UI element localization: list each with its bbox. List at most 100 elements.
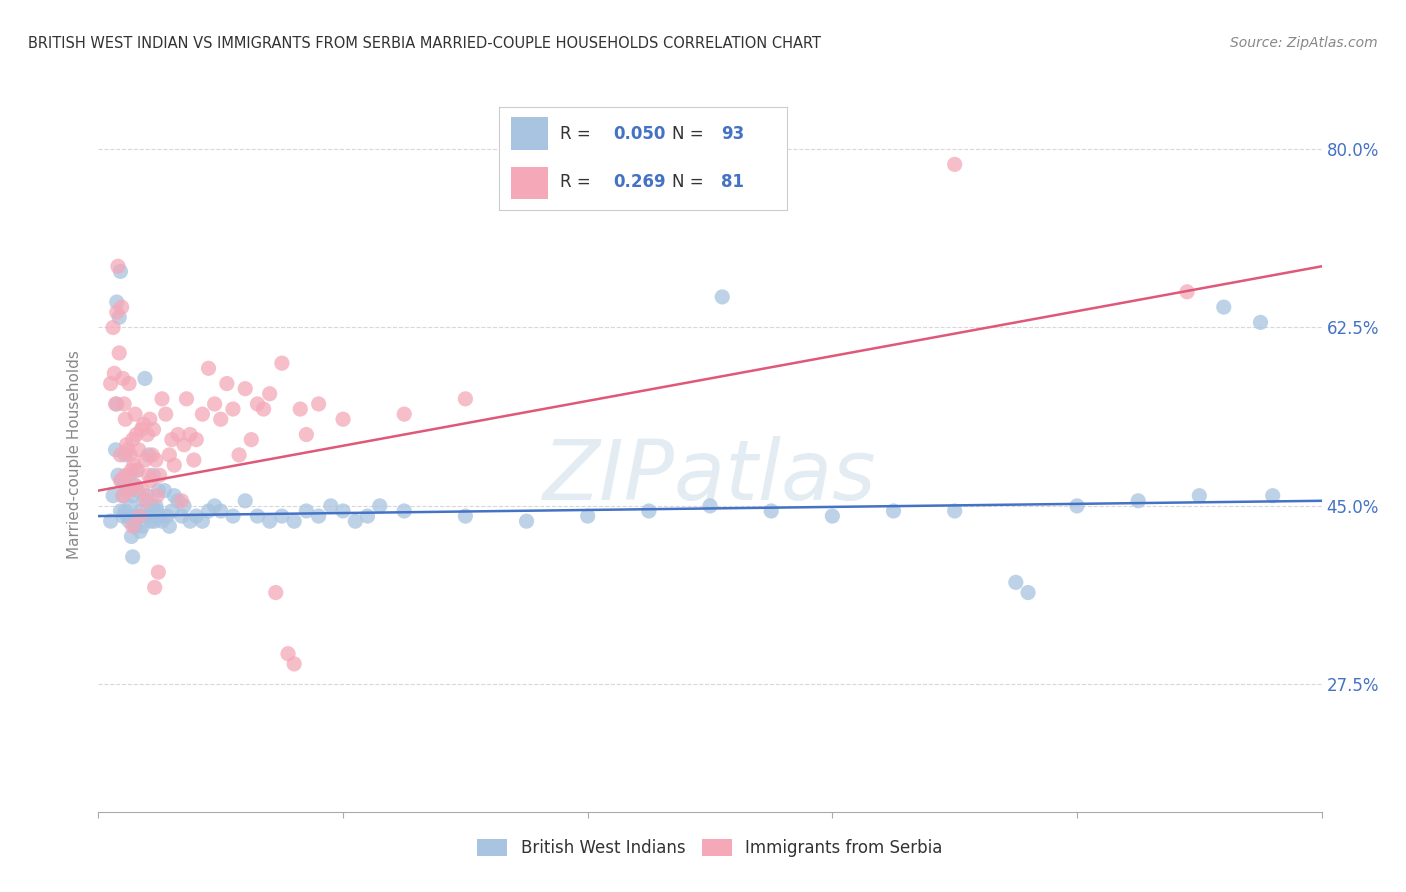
- Text: R =: R =: [560, 173, 596, 192]
- Point: [146, 489, 169, 503]
- Point: [124, 478, 146, 492]
- Point: [138, 468, 160, 483]
- Point: [148, 483, 170, 498]
- Point: [259, 386, 281, 401]
- Point: [142, 468, 165, 483]
- Point: [204, 397, 226, 411]
- Point: [135, 509, 157, 524]
- Point: [1017, 585, 1039, 599]
- Point: [149, 509, 172, 524]
- Point: [142, 422, 165, 436]
- Text: BRITISH WEST INDIAN VS IMMIGRANTS FROM SERBIA MARRIED-COUPLE HOUSEHOLDS CORRELAT: BRITISH WEST INDIAN VS IMMIGRANTS FROM S…: [28, 36, 821, 51]
- Point: [150, 514, 173, 528]
- Point: [127, 463, 149, 477]
- Point: [114, 504, 136, 518]
- Point: [118, 468, 141, 483]
- Point: [1188, 489, 1211, 503]
- Point: [143, 514, 166, 528]
- Point: [215, 376, 238, 391]
- Point: [163, 458, 186, 472]
- Point: [943, 157, 966, 171]
- Point: [150, 392, 173, 406]
- Point: [114, 448, 136, 462]
- Point: [138, 448, 160, 462]
- Point: [209, 412, 232, 426]
- Point: [114, 412, 136, 426]
- Point: [209, 504, 232, 518]
- Point: [122, 458, 145, 472]
- Point: [167, 493, 190, 508]
- Point: [344, 514, 367, 528]
- Point: [233, 493, 256, 508]
- Point: [139, 474, 162, 488]
- Point: [121, 549, 143, 564]
- Point: [176, 392, 198, 406]
- Point: [761, 504, 783, 518]
- Point: [332, 412, 354, 426]
- Point: [270, 356, 294, 370]
- Point: [264, 585, 287, 599]
- Point: [277, 647, 299, 661]
- Point: [131, 483, 153, 498]
- Point: [699, 499, 721, 513]
- Point: [129, 504, 152, 518]
- Legend: British West Indians, Immigrants from Serbia: British West Indians, Immigrants from Se…: [471, 832, 949, 864]
- Point: [392, 407, 416, 421]
- Point: [146, 504, 169, 518]
- Point: [111, 371, 134, 385]
- Point: [454, 509, 477, 524]
- Point: [115, 438, 138, 452]
- Text: R =: R =: [560, 125, 596, 144]
- Text: 81: 81: [721, 173, 744, 192]
- Point: [163, 489, 186, 503]
- Point: [134, 371, 156, 385]
- Text: 0.269: 0.269: [613, 173, 665, 192]
- Point: [100, 376, 122, 391]
- Point: [290, 402, 312, 417]
- Text: N =: N =: [672, 173, 709, 192]
- Point: [186, 433, 208, 447]
- Point: [283, 514, 305, 528]
- Point: [125, 463, 148, 477]
- Point: [883, 504, 905, 518]
- Point: [110, 474, 132, 488]
- Point: [368, 499, 391, 513]
- Point: [153, 483, 176, 498]
- Point: [108, 346, 131, 360]
- Point: [319, 499, 342, 513]
- Point: [145, 453, 167, 467]
- Point: [179, 514, 201, 528]
- Point: [516, 514, 538, 528]
- Point: [120, 529, 142, 543]
- Point: [246, 397, 269, 411]
- Point: [308, 509, 330, 524]
- Point: [332, 504, 354, 518]
- Point: [108, 310, 131, 325]
- Point: [259, 514, 281, 528]
- Point: [129, 524, 152, 539]
- Point: [139, 514, 162, 528]
- Point: [111, 489, 134, 503]
- Point: [110, 264, 132, 278]
- Point: [139, 412, 162, 426]
- Point: [270, 509, 294, 524]
- Point: [1261, 489, 1284, 503]
- Point: [121, 519, 143, 533]
- Point: [111, 509, 134, 524]
- Bar: [510, 167, 548, 199]
- Point: [132, 417, 155, 432]
- Point: [100, 514, 122, 528]
- Point: [222, 402, 245, 417]
- Point: [157, 519, 180, 533]
- Point: [118, 514, 141, 528]
- Point: [356, 509, 378, 524]
- Point: [104, 442, 127, 457]
- Point: [121, 489, 143, 503]
- Point: [821, 509, 844, 524]
- Point: [128, 442, 150, 457]
- Point: [125, 427, 148, 442]
- Point: [124, 519, 146, 533]
- Point: [101, 489, 124, 503]
- Point: [252, 402, 274, 417]
- Point: [121, 433, 143, 447]
